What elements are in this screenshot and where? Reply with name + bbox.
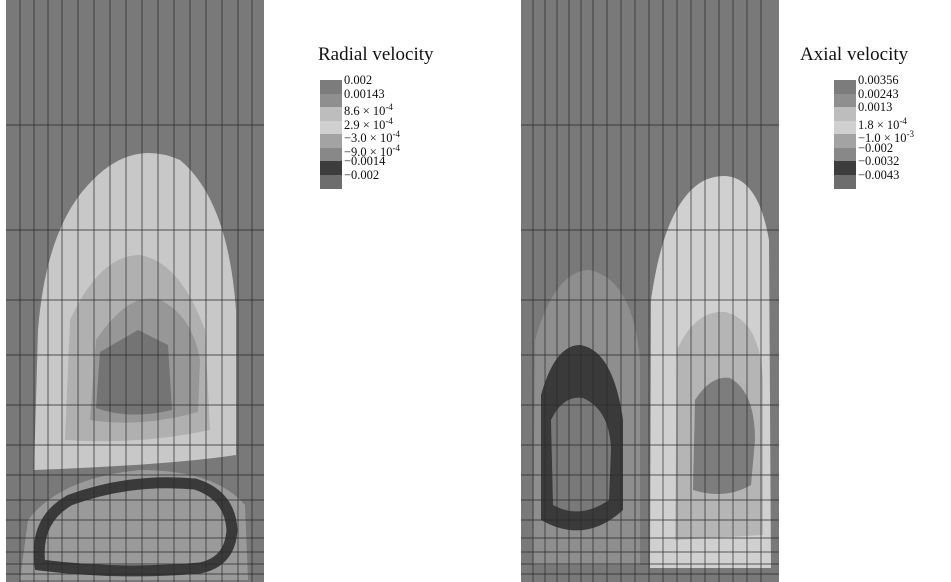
axial-legend-swatch (834, 161, 856, 175)
radial-legend-swatch (320, 120, 342, 135)
axial-legend-swatch (834, 147, 856, 162)
radial-lower-dark-ring (33, 477, 238, 577)
axial-legend-swatch (834, 93, 856, 108)
axial-legend-swatch (834, 134, 856, 148)
radial-legend-label: −9.0 × 10-4 (344, 142, 400, 159)
axial-legend-swatch (834, 120, 856, 135)
radial-legend-label: −0.002 (344, 167, 380, 182)
radial-velocity-plot (6, 0, 264, 582)
axial-legend-swatch (834, 80, 856, 94)
axial-velocity-plot (521, 0, 779, 582)
axial-legend-label: 0.0013 (858, 100, 893, 114)
axial-right-inner-region (693, 377, 755, 494)
radial-legend-swatch (320, 93, 342, 108)
radial-legend-swatch (320, 107, 342, 121)
axial-legend-label: −0.002 (858, 140, 894, 155)
radial-legend-label: 8.6 × 10-4 (344, 102, 393, 119)
axial-legend-label: −1.0 × 10-3 (858, 129, 914, 146)
axial-legend-label: −0.0032 (858, 154, 900, 168)
axial-mesh-grid (521, 0, 779, 582)
axial-legend-label: 0.00243 (858, 86, 899, 101)
axial-legend-label: 1.8 × 10-4 (858, 115, 907, 132)
axial-legend-label: −0.0043 (858, 167, 900, 182)
radial-legend-swatch (320, 80, 342, 94)
axial-legend-swatch (834, 107, 856, 121)
radial-legend-swatch (320, 174, 342, 189)
axial-legend-title: Axial velocity (800, 44, 909, 65)
radial-mesh-grid (6, 0, 264, 582)
radial-legend-label: 0.00143 (344, 86, 385, 101)
radial-legend-title: Radial velocity (318, 44, 434, 65)
radial-legend-label: 2.9 × 10-4 (344, 115, 393, 132)
radial-legend-label: −0.0014 (344, 154, 386, 168)
axial-legend-swatch (834, 174, 856, 189)
radial-legend-swatch (320, 161, 342, 175)
radial-legend-label: −3.0 × 10-4 (344, 129, 400, 146)
radial-core-region (96, 330, 172, 415)
radial-legend-label: 0.002 (344, 73, 373, 87)
radial-legend-swatch (320, 147, 342, 162)
axial-legend-label: 0.00356 (858, 73, 899, 87)
radial-legend-swatch (320, 134, 342, 148)
